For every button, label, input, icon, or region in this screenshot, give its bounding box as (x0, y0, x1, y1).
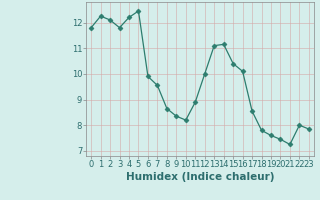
X-axis label: Humidex (Indice chaleur): Humidex (Indice chaleur) (126, 172, 274, 182)
